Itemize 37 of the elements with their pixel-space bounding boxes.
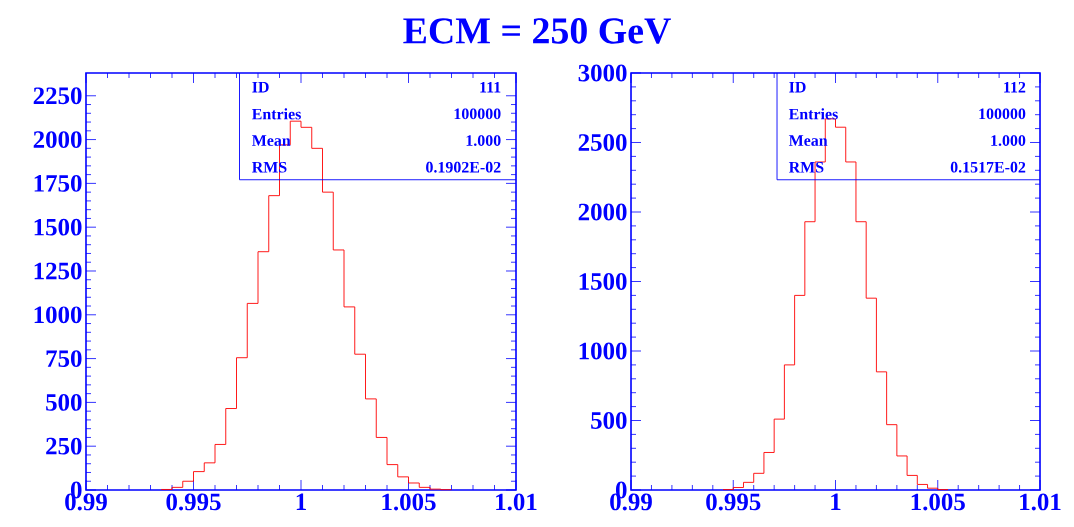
y-tick-label: 1500 [579,273,627,290]
annotation: RMS [788,161,824,173]
y-tick-label: 500 [46,393,82,411]
y-tick-label: 250 [46,437,82,455]
y-tick-label: 2000 [33,131,82,148]
annotation: 0.1517E-02 [950,161,1026,173]
annotation: 100000 [454,108,501,120]
y-tick-label: 3000 [578,64,627,82]
y-tick-label: 2500 [578,134,627,151]
x-tick-label: 0.995 [166,493,221,511]
x-tick-label: 1.005 [911,493,965,511]
annotation: Entries [252,108,301,120]
annotation: 112 [1004,81,1026,93]
annotation: 0.1902E-02 [426,161,501,173]
annotation: 100000 [979,108,1026,120]
y-tick-label: 1500 [34,218,82,236]
y-tick-label: 1750 [34,174,82,192]
y-tick-label: 1250 [34,262,82,280]
annotation: 111 [480,81,501,93]
y-tick-label: 1000 [579,342,627,360]
y-tick-label: 2250 [33,87,82,105]
annotation: 1.000 [991,135,1026,146]
y-tick-label: 1000 [34,306,82,324]
annotation: ID [252,81,269,93]
y-tick-label: 750 [46,350,82,367]
annotation: 1.000 [466,135,501,146]
chart-title: ECM = 250 GeV [403,18,671,44]
x-tick-label: 1 [296,493,306,510]
y-tick-label: 500 [591,412,627,429]
annotation: Entries [788,108,838,120]
y-tick-label: 2000 [578,203,627,221]
x-tick-label: 1.01 [1020,493,1061,511]
x-tick-label: 1.01 [496,493,537,511]
x-tick-label: 1 [831,493,841,510]
x-tick-label: 1.005 [382,493,436,511]
x-tick-label: 0.995 [706,493,761,511]
annotation: ID [789,81,806,93]
